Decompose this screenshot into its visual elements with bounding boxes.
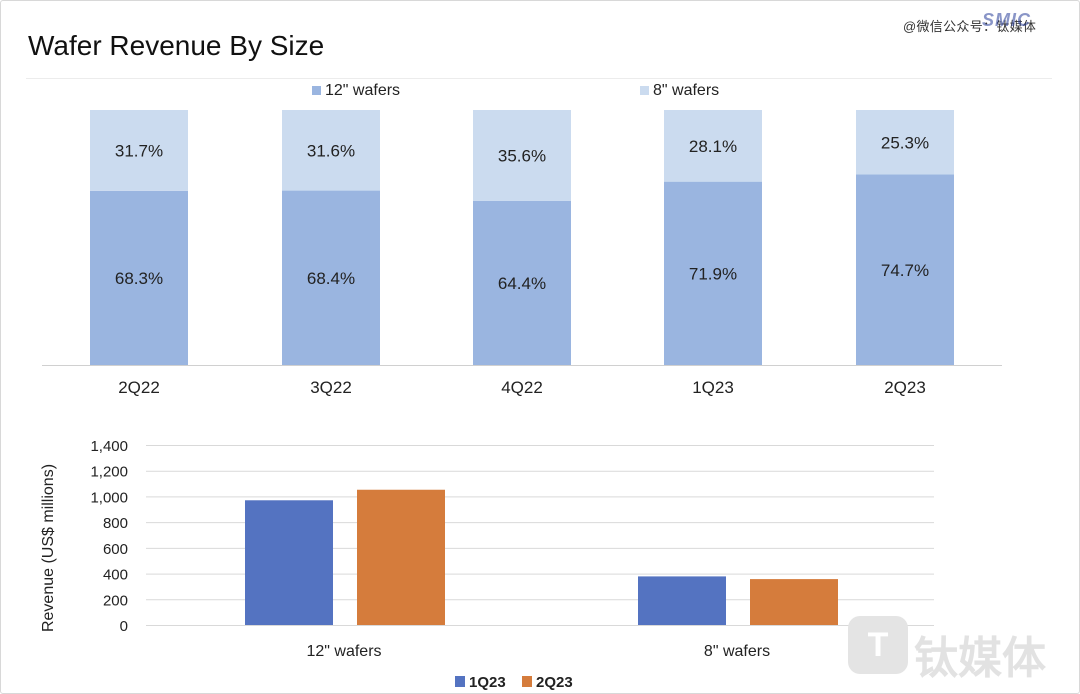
watermark-logo-mark: T [848, 616, 908, 674]
x-tick-label-1Q23: 1Q23 [692, 378, 734, 397]
stacked-percent-chart: 12" wafers 8" wafers 68.3% 31.7% 2Q22 68.4% 31… [42, 82, 1002, 397]
y-tick-label-600: 600 [103, 541, 128, 558]
x-tick-label-2Q22: 2Q22 [118, 378, 160, 397]
y-tick-label-0: 0 [120, 618, 128, 635]
y-tick-label-1400: 1,400 [90, 438, 128, 455]
title-divider [26, 78, 1052, 79]
data-label-8in-2Q22: 31.7% [115, 141, 163, 160]
y-axis-label: Revenue (US$ millions) [40, 464, 57, 632]
data-label-8in-4Q22: 35.6% [498, 146, 546, 165]
legend-swatch-2Q23 [522, 676, 532, 687]
bar-1Q23-8in [638, 576, 726, 625]
bar-8in-2Q22 [90, 110, 188, 191]
y-tick-label-800: 800 [103, 515, 128, 532]
data-label-12in-4Q22: 64.4% [498, 274, 546, 293]
x-tick-label-3Q22: 3Q22 [310, 378, 352, 397]
y-tick-label-200: 200 [103, 592, 128, 609]
data-label-12in-2Q23: 74.7% [881, 261, 929, 280]
x-tick-label-12in: 12" wafers [306, 643, 381, 660]
x-tick-label-4Q22: 4Q22 [501, 378, 543, 397]
data-label-8in-1Q23: 28.1% [689, 137, 737, 156]
watermark-text: @微信公众号：钛媒体 [903, 19, 1037, 34]
legend-swatch-12in [312, 86, 321, 95]
data-label-12in-1Q23: 71.9% [689, 264, 737, 283]
page-title: Wafer Revenue By Size [28, 30, 325, 61]
x-tick-label-8in: 8" wafers [704, 643, 770, 660]
bar-12in-2Q22 [90, 190, 188, 365]
data-label-8in-2Q23: 25.3% [881, 133, 929, 152]
y-tick-label-1200: 1,200 [90, 464, 128, 481]
bar-8in-3Q22 [282, 110, 380, 191]
data-label-8in-3Q22: 31.6% [307, 141, 355, 160]
bar-8in-1Q23 [664, 110, 762, 182]
legend-label-2Q23: 2Q23 [536, 674, 573, 691]
bar-2Q23-12in [357, 489, 445, 625]
smic-logo: SMIC [982, 10, 1031, 30]
legend-label-12in: 12" wafers [325, 82, 400, 99]
bar-2Q23-8in [750, 579, 838, 625]
legend-label-1Q23: 1Q23 [469, 674, 506, 691]
bar-12in-3Q22 [282, 190, 380, 365]
x-tick-label-2Q23: 2Q23 [884, 378, 926, 397]
bar-12in-1Q23 [664, 181, 762, 365]
y-tick-label-1000: 1,000 [90, 489, 128, 506]
bar-12in-2Q23 [856, 174, 954, 365]
legend-swatch-8in [640, 86, 649, 95]
bar-8in-4Q22 [473, 110, 571, 201]
legend-swatch-1Q23 [455, 676, 465, 687]
bar-8in-2Q23 [856, 110, 954, 175]
data-label-12in-3Q22: 68.4% [307, 269, 355, 288]
bar-1Q23-12in [245, 500, 333, 625]
y-tick-label-400: 400 [103, 567, 128, 584]
watermark-brand: 钛媒体 [914, 633, 1046, 684]
data-label-12in-2Q22: 68.3% [115, 269, 163, 288]
bar-12in-4Q22 [473, 200, 571, 365]
legend-label-8in: 8" wafers [653, 82, 719, 99]
watermark-logo: T 钛媒体 [848, 612, 1068, 684]
